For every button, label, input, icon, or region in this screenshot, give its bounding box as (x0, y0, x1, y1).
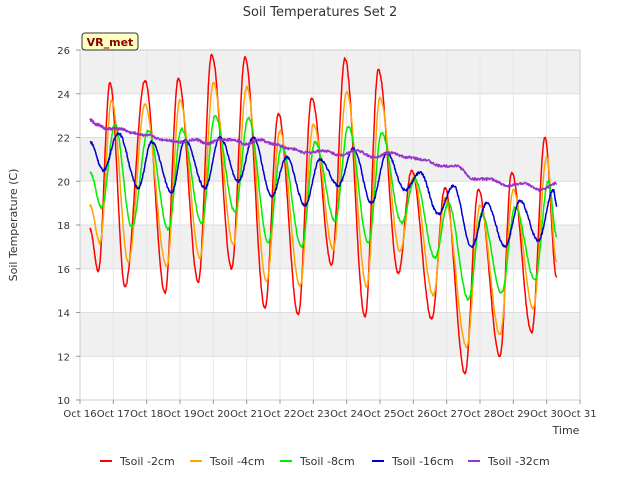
legend-label: Tsoil -2cm (119, 455, 175, 468)
site-label-box (81, 32, 139, 51)
series-line-tsoil-8cm (89, 114, 558, 301)
y-tick-label: 18 (57, 221, 70, 232)
plot-band (80, 50, 580, 94)
x-tick-label: Oct 27 (430, 409, 463, 420)
y-axis-ticks: 10 12 14 16 18 20 22 24 26 (57, 46, 80, 407)
y-tick-label: 14 (57, 309, 70, 320)
x-axis-ticks: Oct 16 Oct 17 Oct 18 Oct 19 Oct 20 Oct 21 Oct … (63, 400, 597, 420)
x-tick-label: Oct 16 (63, 409, 96, 420)
x-tick-label: Oct 20 (197, 409, 230, 420)
x-tick-label: Oct 17 (97, 409, 130, 420)
x-tick-label: Oct 19 (163, 409, 196, 420)
y-axis-label: Soil Temperature (C) (7, 169, 20, 282)
y-tick-label: 26 (57, 46, 70, 57)
plot-band (80, 93, 580, 138)
site-label-badge: VR_met (81, 32, 139, 51)
y-tick-label: 10 (57, 396, 70, 407)
plot-band (80, 312, 580, 357)
legend: Tsoil -2cm Tsoil -4cm Tsoil -8cm Tsoil -16c… (100, 455, 550, 468)
y-tick-label: 24 (57, 90, 70, 101)
series-line-tsoil-16cm (89, 132, 558, 249)
legend-label: Tsoil -16cm (391, 455, 454, 468)
series-line-tsoil-2cm (89, 53, 558, 375)
plot-band (80, 356, 580, 400)
legend-label: Tsoil -8cm (299, 455, 355, 468)
series-lines (89, 53, 558, 375)
y-tick-label: 22 (57, 134, 70, 145)
x-tick-label: Oct 31 (563, 409, 596, 420)
plot-background-bands (80, 50, 580, 400)
x-tick-label: Oct 28 (463, 409, 496, 420)
x-tick-label: Oct 18 (130, 409, 163, 420)
legend-label: Tsoil -32cm (487, 455, 550, 468)
site-label-text: VR_met (87, 36, 134, 49)
y-tick-label: 16 (57, 265, 70, 276)
y-tick-label: 20 (57, 177, 70, 188)
x-tick-label: Oct 25 (363, 409, 396, 420)
legend-label: Tsoil -4cm (209, 455, 265, 468)
x-tick-label: Oct 22 (263, 409, 296, 420)
x-tick-label: Oct 30 (530, 409, 563, 420)
y-tick-label: 12 (57, 352, 70, 363)
x-tick-label: Oct 21 (230, 409, 263, 420)
x-axis-label: Time (552, 424, 580, 437)
chart-title: Soil Temperatures Set 2 (243, 5, 398, 20)
x-tick-label: Oct 24 (330, 409, 363, 420)
x-tick-label: Oct 29 (497, 409, 530, 420)
series-line-tsoil-32cm (89, 118, 558, 192)
x-tick-label: Oct 23 (297, 409, 330, 420)
x-tick-label: Oct 26 (397, 409, 430, 420)
